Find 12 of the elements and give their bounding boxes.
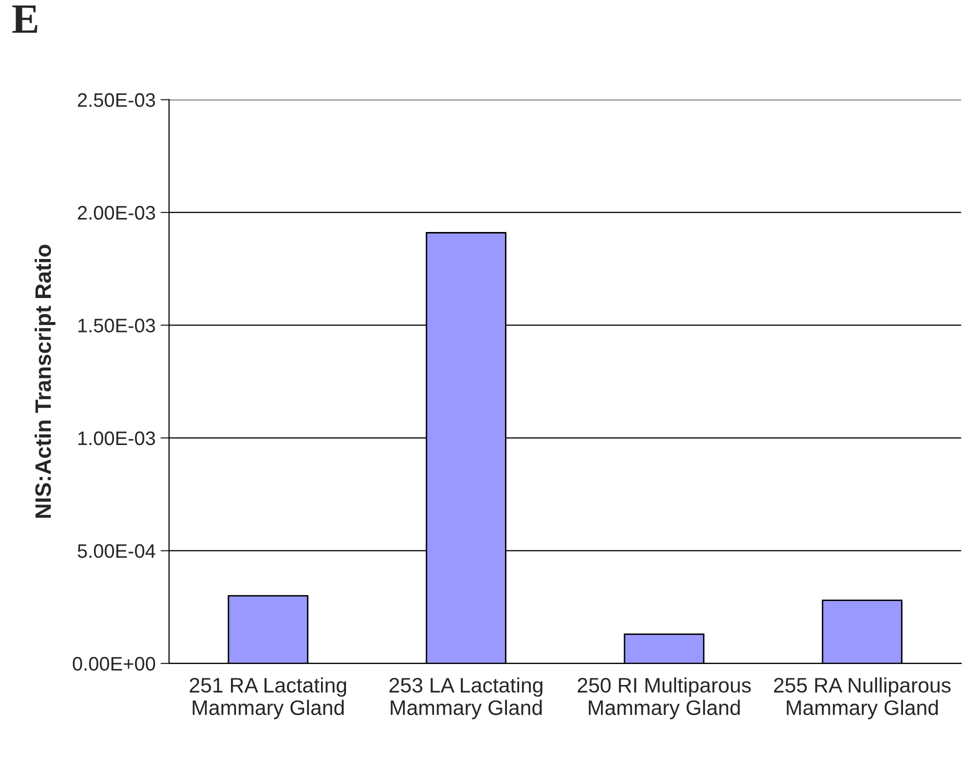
y-tick-label: 1.50E-03 — [78, 318, 156, 332]
y-tick-label: 2.50E-03 — [78, 93, 156, 107]
y-tick-label: 0.00E+00 — [72, 656, 156, 671]
x-tick-label: 255 RA Nulliparous Mammary Gland — [774, 677, 951, 720]
y-axis-title: NIS:Actin Transcript Ratio — [34, 244, 56, 518]
y-tick-label: 2.00E-03 — [78, 206, 156, 220]
y-tick-label: 5.00E-04 — [78, 544, 156, 558]
x-tick-label: 250 RI Multiparous Mammary Gland — [578, 677, 751, 720]
x-tick-label: 253 LA Lactating Mammary Gland — [390, 677, 542, 720]
text: E — [12, 5, 38, 33]
y-tick-label: 1.00E-03 — [78, 431, 156, 446]
x-tick-label: 251 RA Lactating Mammary Gland — [190, 677, 346, 720]
